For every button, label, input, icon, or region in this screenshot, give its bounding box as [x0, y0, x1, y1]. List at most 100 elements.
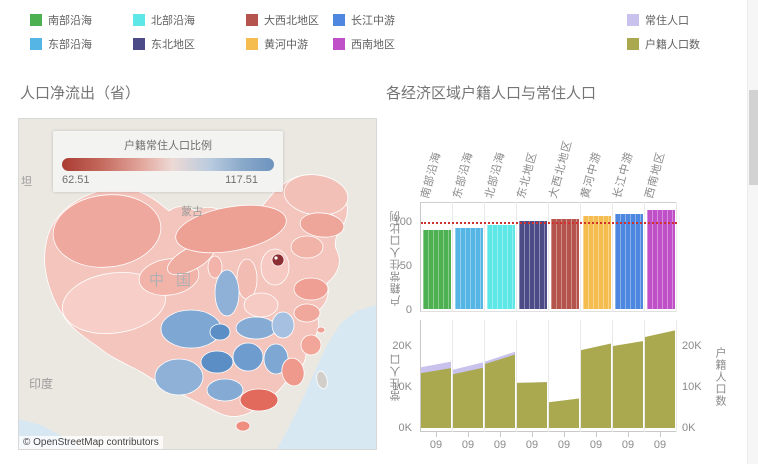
y-tick-label: 0K [398, 422, 412, 434]
ratio-axis-ticks: 100 50 0 [386, 202, 416, 316]
chart-column [485, 320, 517, 432]
y-tick-label: 50 [399, 260, 412, 272]
x-tick-label: 09 [493, 439, 507, 451]
x-tick [628, 432, 629, 437]
legend-item[interactable]: 大西北地区 [246, 13, 319, 27]
ratio-bar[interactable] [615, 214, 643, 309]
y-tick-label: 100 [393, 216, 412, 228]
chart-column [613, 320, 645, 432]
region-charts: 南部沿海 东部沿海 北部沿海 东北地区 大西北地区 黄河中游 长江中游 西南地区 户籍常住人口… [386, 116, 742, 454]
legend-label: 黄河中游 [264, 39, 308, 51]
ratio-bar[interactable] [647, 210, 675, 309]
x-tick-label: 09 [461, 439, 475, 451]
chart-column [421, 320, 453, 432]
x-tick-label: 09 [429, 439, 443, 451]
legend-label: 长江中游 [351, 15, 395, 27]
column-header[interactable]: 长江中游 [611, 150, 636, 200]
map-color-gradient [62, 158, 274, 171]
column-header[interactable]: 北部沿海 [483, 150, 508, 200]
column-header[interactable]: 南部沿海 [419, 150, 444, 200]
map-title: 人口净流出（省） [20, 85, 141, 102]
legend-item[interactable]: 西南地区 [333, 37, 395, 51]
x-tick [660, 432, 661, 437]
column-header[interactable]: 黄河中游 [579, 150, 604, 200]
provinces[interactable] [44, 171, 351, 432]
y-tick-label: 20K [392, 340, 412, 352]
map-color-legend-title: 户籍常住人口比例 [124, 140, 212, 152]
reference-line-100 [421, 222, 677, 224]
resident-axis-ticks: 20K 10K 0K [386, 320, 416, 434]
country-label-stan: 坦 [21, 176, 32, 188]
legend-swatch [246, 14, 258, 26]
scrollbar-thumb[interactable] [749, 90, 758, 185]
y-tick-label: 10K [682, 381, 702, 393]
x-tick [500, 432, 501, 437]
legend-item[interactable]: 东北地区 [133, 37, 195, 51]
y-tick-label: 10K [392, 381, 412, 393]
ratio-bar[interactable] [551, 219, 579, 309]
legend-label: 常住人口 [645, 15, 689, 27]
legend-swatch [133, 38, 145, 50]
ratio-bar[interactable] [583, 215, 611, 310]
map-legend-min: 62.51 [62, 174, 90, 186]
legend-item[interactable]: 常住人口 [627, 13, 689, 27]
x-tick-label: 09 [653, 439, 667, 451]
y-tick-label: 20K [682, 340, 702, 352]
chart-column [453, 202, 485, 312]
column-header[interactable]: 西南地区 [643, 150, 668, 200]
legend: 南部沿海 北部沿海 大西北地区 长江中游 常住人口东部沿海 东北地区 黄河中游 西南地区 户籍人… [0, 0, 758, 64]
legend-item[interactable]: 北部沿海 [133, 13, 195, 27]
legend-label: 西南地区 [351, 39, 395, 51]
country-label-mongolia: 蒙古 [181, 206, 203, 218]
registered-axis-ticks: 20K 10K 0K [682, 320, 712, 434]
column-header[interactable]: 东部沿海 [451, 150, 476, 200]
population-area-chart [420, 320, 677, 432]
legend-item[interactable]: 黄河中游 [246, 37, 308, 51]
x-tick [564, 432, 565, 437]
x-tick [596, 432, 597, 437]
vertical-scrollbar[interactable] [747, 0, 758, 464]
legend-item[interactable]: 长江中游 [333, 13, 395, 27]
legend-swatch [133, 14, 145, 26]
chart-column [645, 202, 677, 312]
y-axis-title-registered: 户籍人口数 [714, 347, 726, 407]
x-tick-label: 09 [557, 439, 571, 451]
legend-swatch [30, 14, 42, 26]
osm-attribution[interactable]: © OpenStreetMap contributors [19, 436, 163, 449]
ratio-bar[interactable] [423, 229, 451, 310]
ratio-bar[interactable] [455, 228, 483, 309]
beijing-province[interactable] [271, 253, 285, 267]
column-header[interactable]: 大西北地区 [547, 138, 575, 200]
legend-item[interactable]: 南部沿海 [30, 13, 92, 27]
country-label-china: 中国 [149, 272, 204, 289]
chart-column [645, 320, 677, 432]
x-tick-label: 09 [525, 439, 539, 451]
legend-label: 南部沿海 [48, 15, 92, 27]
x-tick-label: 09 [621, 439, 635, 451]
column-header[interactable]: 东北地区 [515, 150, 540, 200]
y-tick-label: 0K [682, 422, 696, 434]
china-map[interactable]: 坦 蒙古 中国 印度 户籍常住人口比例 62.51 117.51 © OpenS… [18, 118, 377, 450]
map-color-legend: 户籍常住人口比例 62.51 117.51 [53, 131, 283, 192]
chart-column [517, 202, 549, 312]
y-tick-label: 0 [405, 304, 412, 316]
ratio-bar[interactable] [519, 221, 547, 309]
legend-item[interactable]: 户籍人口数 [627, 37, 700, 51]
chart-column [549, 202, 581, 312]
chart-column [517, 320, 549, 432]
legend-label: 东部沿海 [48, 39, 92, 51]
chart-column [453, 320, 485, 432]
x-tick [436, 432, 437, 437]
ratio-bar-chart [420, 202, 677, 312]
chart-column [421, 202, 453, 312]
ratio-bar[interactable] [487, 224, 515, 309]
column-headers: 南部沿海 东部沿海 北部沿海 东北地区 大西北地区 黄河中游 长江中游 西南地区 [419, 116, 676, 203]
x-tick [468, 432, 469, 437]
legend-label: 户籍人口数 [645, 39, 700, 51]
legend-swatch [627, 38, 639, 50]
legend-swatch [627, 14, 639, 26]
legend-item[interactable]: 东部沿海 [30, 37, 92, 51]
x-axis: 09 09 09 09 09 09 09 09 [420, 432, 676, 454]
chart-column [549, 320, 581, 432]
